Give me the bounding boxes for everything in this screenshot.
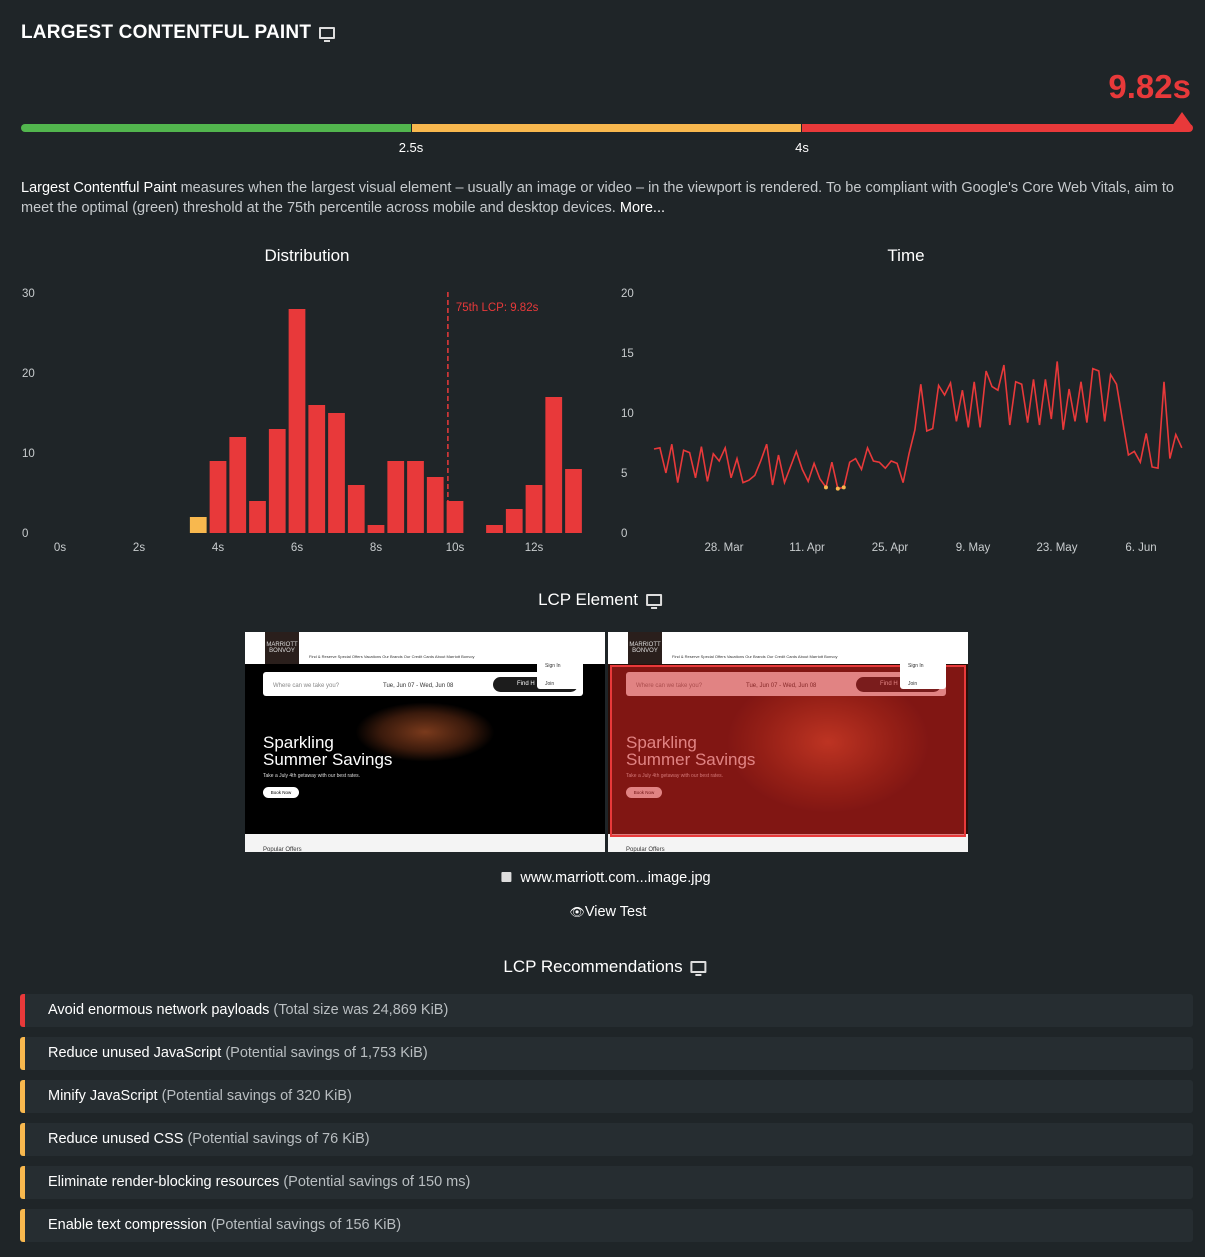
- recommendation-detail: (Potential savings of 1,753 KiB): [225, 1045, 428, 1061]
- recommendation-item[interactable]: Minify JavaScript (Potential savings of …: [20, 1080, 1193, 1113]
- x-tick-label: 6. Jun: [1125, 542, 1156, 554]
- recommendation-item[interactable]: Reduce unused JavaScript (Potential savi…: [20, 1037, 1193, 1070]
- y-tick-label: 20: [22, 368, 35, 380]
- y-tick-label: 30: [22, 288, 35, 300]
- severity-indicator: [20, 1166, 25, 1199]
- charts: 0 10 20 30 0s 2s 4s 6s 8s 10s 12s 75th LCP: 9.82s 0 5…: [22, 288, 1183, 554]
- score-marker: [1172, 112, 1192, 126]
- x-tick-label: 0s: [54, 542, 66, 554]
- recommendations-title: LCP Recommendations: [503, 957, 707, 977]
- histogram-bar: [367, 525, 385, 533]
- recommendation-detail: (Potential savings of 150 ms): [283, 1174, 471, 1190]
- severity-indicator: [20, 1123, 25, 1156]
- view-test-link[interactable]: 👁View Test: [569, 904, 647, 920]
- y-tick-label: 20: [621, 288, 634, 300]
- threshold-label: 2.5s: [398, 140, 424, 155]
- recommendation-name: Enable text compression: [48, 1217, 207, 1233]
- histogram-bar: [505, 509, 523, 533]
- histogram-bar: [209, 461, 227, 533]
- histogram-bar: [189, 517, 207, 533]
- histogram-bar: [308, 405, 326, 533]
- y-tick-label: 0: [621, 528, 627, 540]
- good-point: [841, 485, 846, 490]
- lcp-score: 9.82s: [1108, 68, 1191, 105]
- y-tick-label: 10: [621, 408, 634, 420]
- recommendation-detail: (Total size was 24,869 KiB): [273, 1002, 449, 1018]
- x-tick-label: 10s: [446, 542, 465, 554]
- desktop-icon: [690, 961, 707, 976]
- desktop-icon: [645, 594, 662, 609]
- x-tick-label: 11. Apr: [789, 542, 825, 554]
- x-tick-label: 6s: [291, 542, 303, 554]
- histogram-bar: [565, 469, 582, 533]
- percentile-label: 75th LCP: 9.82s: [456, 302, 539, 314]
- histogram-bar: [525, 485, 543, 533]
- recommendation-detail: (Potential savings of 76 KiB): [187, 1131, 370, 1147]
- histogram-bar: [229, 437, 247, 533]
- histogram-bar: [407, 461, 424, 533]
- histogram-bar: [328, 413, 345, 533]
- recommendation-name: Minify JavaScript: [48, 1088, 158, 1104]
- severity-indicator: [20, 994, 25, 1027]
- lcp-element-title: LCP Element: [538, 590, 662, 610]
- severity-indicator: [20, 1037, 25, 1070]
- recommendation-name: Eliminate render-blocking resources: [48, 1174, 280, 1190]
- desktop-icon: [319, 27, 336, 42]
- x-tick-label: 23. May: [1037, 542, 1078, 554]
- histogram-bar: [347, 485, 365, 533]
- x-tick-label: 8s: [370, 542, 382, 554]
- recommendation-item[interactable]: Eliminate render-blocking resources (Pot…: [20, 1166, 1193, 1199]
- more-link[interactable]: More...: [619, 200, 665, 216]
- histogram-bar: [249, 501, 266, 533]
- x-tick-label: 25. Apr: [872, 542, 909, 554]
- histogram-bar: [426, 477, 444, 533]
- histogram-bar: [268, 429, 286, 533]
- y-tick-label: 15: [621, 348, 634, 360]
- x-tick-label: 2s: [133, 542, 145, 554]
- recommendation-detail: (Potential savings of 156 KiB): [210, 1217, 402, 1233]
- histogram-bar: [446, 501, 464, 533]
- good-point: [823, 485, 828, 490]
- distribution-title: Distribution: [264, 246, 350, 265]
- histogram-bar: [545, 397, 563, 533]
- recommendation-name: Reduce unused CSS: [48, 1131, 184, 1147]
- severity-indicator: [20, 1080, 25, 1113]
- x-tick-label: 28. Mar: [705, 542, 744, 554]
- recommendation-detail: (Potential savings of 320 KiB): [161, 1088, 352, 1104]
- threshold-label: 4s: [795, 140, 809, 155]
- description-term: Largest Contentful Paint: [21, 180, 177, 196]
- page-screenshot: MARRIOTT BONVOY Find & Reserve Special Of…: [245, 632, 605, 852]
- description: Largest Contentful Paint measures when t…: [21, 178, 1181, 218]
- time-title: Time: [887, 246, 925, 265]
- histogram-bar: [387, 461, 405, 533]
- lcp-file-link[interactable]: www.marriott.com...image.jpg: [501, 870, 711, 886]
- x-tick-label: 9. May: [956, 542, 991, 554]
- good-point: [835, 486, 840, 491]
- description-text: measures when the largest visual element…: [21, 180, 1174, 216]
- severity-indicator: [20, 1209, 25, 1242]
- eye-icon: 👁: [569, 905, 585, 919]
- histogram-bar: [288, 309, 306, 533]
- page-title: LARGEST CONTENTFUL PAINT: [21, 22, 336, 44]
- x-tick-label: 4s: [212, 542, 224, 554]
- image-icon: [501, 872, 512, 882]
- recommendation-name: Avoid enormous network payloads: [48, 1002, 270, 1018]
- y-tick-label: 10: [22, 448, 35, 460]
- needs-improvement-range-bar: [412, 124, 801, 132]
- lcp-element-highlight: [610, 665, 966, 837]
- poor-range-bar: [802, 124, 1193, 132]
- highlighted-screenshot: MARRIOTT BONVOY Find & Reserve Special Of…: [608, 632, 968, 852]
- recommendation-item[interactable]: Reduce unused CSS (Potential savings of …: [20, 1123, 1193, 1156]
- recommendation-item[interactable]: Avoid enormous network payloads (Total s…: [20, 994, 1193, 1027]
- good-range-bar: [21, 124, 411, 132]
- time-series-line: [653, 361, 1183, 490]
- recommendation-item[interactable]: Enable text compression (Potential savin…: [20, 1209, 1193, 1242]
- histogram-bar: [486, 525, 503, 533]
- x-tick-label: 12s: [525, 542, 544, 554]
- recommendation-name: Reduce unused JavaScript: [48, 1045, 222, 1061]
- y-tick-label: 0: [22, 528, 28, 540]
- y-tick-label: 5: [621, 468, 627, 480]
